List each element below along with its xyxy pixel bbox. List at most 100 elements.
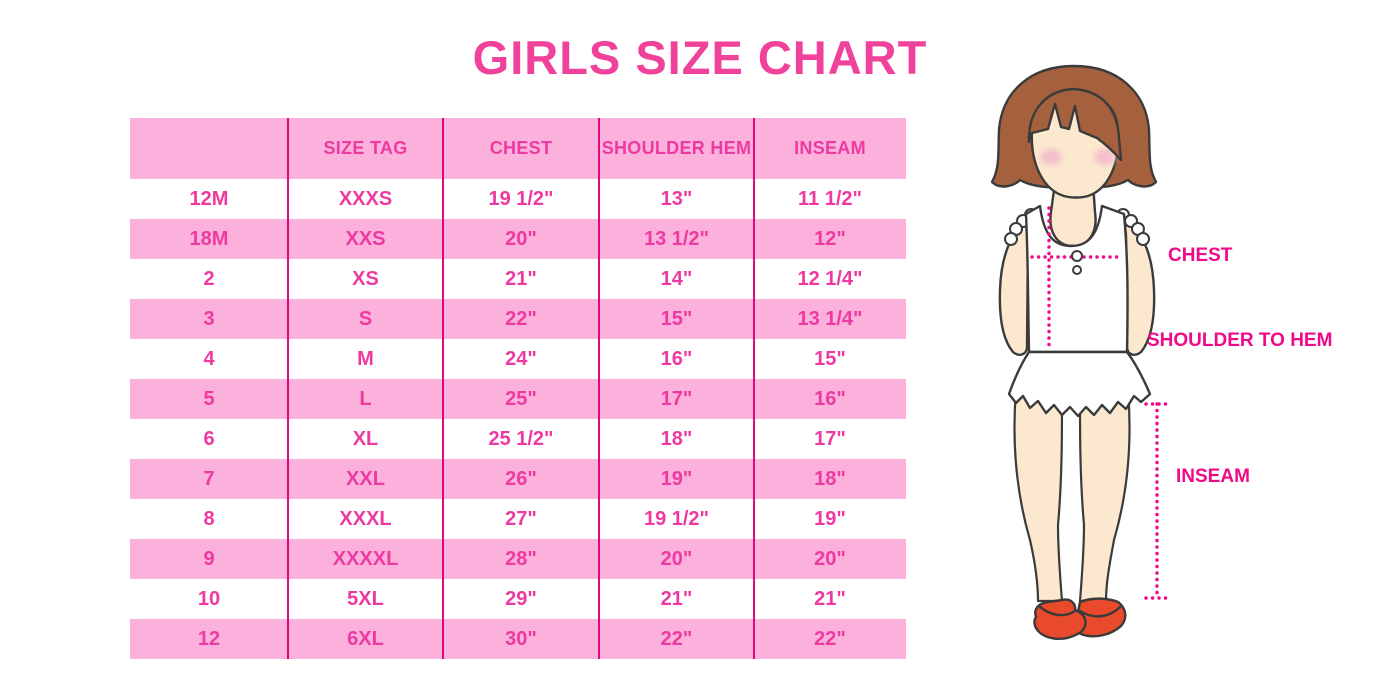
table-row: 12M XXXS 19 1/2" 13" 11 1/2": [130, 179, 906, 219]
table-cell: 19": [660, 467, 693, 490]
table-cell: 12M: [189, 187, 229, 210]
table-cell: 5XL: [347, 587, 384, 610]
table-cell: 17": [814, 427, 846, 450]
blush-left: [1040, 149, 1062, 165]
blush-right: [1094, 149, 1116, 165]
chest-label: CHEST: [1168, 245, 1233, 266]
shoulder-to-hem-label: SHOULDER TO HEM: [1147, 330, 1333, 351]
table-cell: 6XL: [347, 627, 384, 650]
table-cell: 5: [203, 387, 215, 410]
arm-left: [998, 216, 1032, 356]
table-cell: 15": [660, 307, 693, 330]
table-cell: 13": [660, 187, 693, 210]
table-row: 18M XXS 20" 13 1/2" 12": [130, 219, 906, 259]
table-cell: XL: [352, 427, 379, 450]
table-cell: 17": [660, 387, 693, 410]
table-row: 6 XL 25 1/2" 18" 17": [130, 419, 906, 459]
table-row: 12 6XL 30" 22" 22": [130, 619, 906, 659]
table-cell: 27": [505, 507, 537, 530]
button-top: [1071, 250, 1083, 262]
table-cell: 8: [203, 507, 215, 530]
table-cell: 22": [505, 307, 537, 330]
table-cell: 18": [814, 467, 846, 490]
table-cell: 24": [505, 347, 537, 370]
column-divider: [753, 118, 755, 659]
table-cell: 22": [814, 627, 846, 650]
top-bodice: [1024, 204, 1129, 354]
table-row: 9 XXXXL 28" 20" 20": [130, 539, 906, 579]
shoe-left: [1033, 598, 1087, 640]
table-cell: 19": [814, 507, 846, 530]
table-cell: 12 1/4": [797, 267, 863, 290]
table-cell: 19 1/2": [488, 187, 554, 210]
skirt: [1007, 350, 1152, 418]
table-cell: 20": [660, 547, 693, 570]
table-row: 10 5XL 29" 21" 21": [130, 579, 906, 619]
table-cell: 25 1/2": [488, 427, 554, 450]
column-divider: [598, 118, 600, 659]
page-title: GIRLS SIZE CHART: [472, 31, 928, 84]
table-cell: 7: [203, 467, 215, 490]
girl-figure-illustration: [990, 64, 1169, 640]
table-cell: 12": [814, 227, 846, 250]
table-cell: L: [359, 387, 372, 410]
table-row: 2 XS 21" 14" 12 1/4": [130, 259, 906, 299]
table-header-cell: CHEST: [489, 138, 553, 158]
table-cell: 22": [660, 627, 693, 650]
table-cell: 21": [660, 587, 693, 610]
size-table: SIZE TAG CHEST SHOULDER HEM INSEAM 12M XX…: [130, 118, 906, 659]
table-cell: XXXL: [339, 507, 392, 530]
table-row: 5 L 25" 17" 16": [130, 379, 906, 419]
table-cell: 29": [505, 587, 537, 610]
table-header-cell: INSEAM: [794, 138, 866, 158]
table-cell: 16": [660, 347, 693, 370]
table-cell: XXS: [345, 227, 386, 250]
shoe-left-strap: [1038, 605, 1077, 617]
table-row: 8 XXXL 27" 19 1/2" 19": [130, 499, 906, 539]
table-row: 7 XXL 26" 19" 18": [130, 459, 906, 499]
table-cell: XXL: [346, 467, 385, 490]
button-bottom: [1072, 265, 1082, 275]
table-cell: 3: [203, 307, 215, 330]
table-cell: XXXS: [338, 187, 393, 210]
table-cell: 25": [505, 387, 537, 410]
table-cell: 21": [814, 587, 846, 610]
table-cell: 18M: [189, 227, 229, 250]
table-cell: 30": [505, 627, 537, 650]
table-cell: 19 1/2": [643, 507, 710, 530]
table-cell: 10: [197, 587, 221, 610]
table-cell: 14": [660, 267, 693, 290]
inseam-label: INSEAM: [1176, 466, 1250, 487]
table-cell: 26": [505, 467, 537, 490]
top-buttons: [1071, 250, 1083, 275]
table-body: 12M XXXS 19 1/2" 13" 11 1/2" 18M XXS 20" 13 1/2…: [130, 179, 906, 659]
leg-left: [1013, 388, 1064, 603]
table-row: 3 S 22" 15" 13 1/4": [130, 299, 906, 339]
table-cell: 4: [203, 347, 215, 370]
table-cell: 16": [814, 387, 846, 410]
table-cell: 18": [660, 427, 693, 450]
table-cell: 6: [203, 427, 215, 450]
table-cell: 20": [505, 227, 537, 250]
table-cell: XS: [352, 267, 379, 290]
table-cell: 13 1/2": [643, 227, 710, 250]
arm-right: [1122, 216, 1156, 356]
column-divider: [442, 118, 444, 659]
table-header-cell: [130, 118, 288, 179]
table-cell: 13 1/4": [797, 307, 863, 330]
table-header-cell: SHOULDER HEM: [601, 138, 752, 158]
table-cell: 12: [197, 627, 221, 650]
table-cell: 9: [203, 547, 215, 570]
hair-bangs: [1027, 87, 1123, 162]
table-cell: XXXXL: [332, 547, 399, 570]
table-row: 4 M 24" 16" 15": [130, 339, 906, 379]
table-header-row: SIZE TAG CHEST SHOULDER HEM INSEAM: [130, 118, 906, 179]
table-cell: 15": [814, 347, 846, 370]
table-cell: 11 1/2": [798, 187, 862, 210]
table-cell: M: [357, 347, 374, 370]
table-cell: 28": [505, 547, 537, 570]
column-divider: [287, 118, 289, 659]
table-cell: 21": [505, 267, 537, 290]
table-header-cell: SIZE TAG: [323, 138, 408, 158]
